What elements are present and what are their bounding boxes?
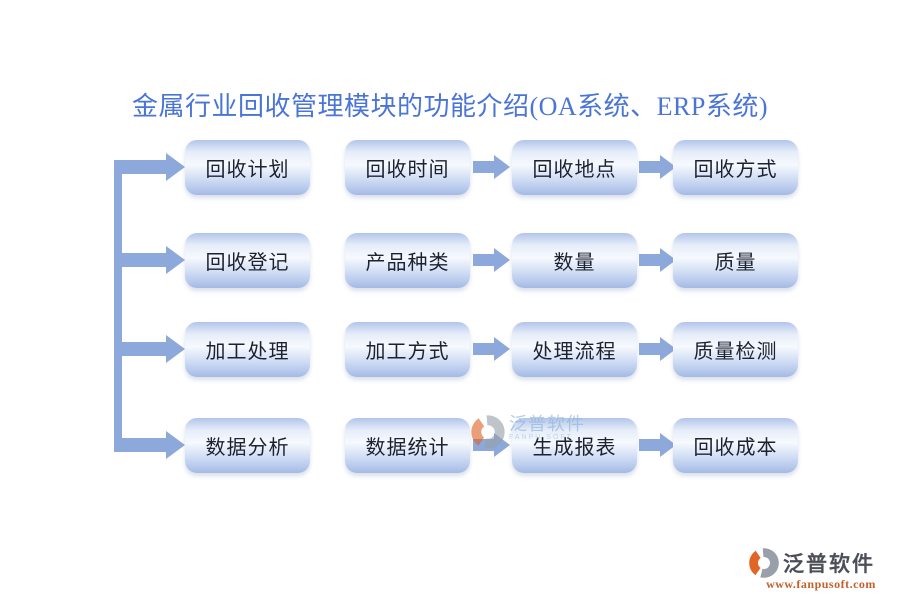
arrow-head-icon	[166, 153, 185, 181]
arrow-shaft	[473, 439, 494, 451]
box-row3-step3: 质量检测	[673, 322, 798, 377]
arrow-head-icon	[494, 248, 510, 272]
box-row3-step2: 处理流程	[512, 322, 637, 377]
arrow-shaft	[639, 343, 660, 355]
arrow-head-icon	[660, 155, 676, 179]
flow-arrow-row4-1	[473, 433, 510, 457]
arrow-head-icon	[494, 337, 510, 361]
arrow-head-icon	[660, 337, 676, 361]
box-row1-step3: 回收方式	[673, 140, 798, 195]
box-row4-step2: 生成报表	[512, 418, 637, 473]
arrow-shaft	[114, 342, 166, 356]
box-row2-category: 回收登记	[185, 233, 310, 288]
arrow-shaft	[639, 161, 660, 173]
arrow-head-icon	[494, 155, 510, 179]
arrow-shaft	[114, 160, 166, 174]
arrow-head-icon	[660, 248, 676, 272]
flow-arrow-row4-2	[639, 433, 676, 457]
arrow-shaft	[473, 343, 494, 355]
footer-logo-block: 泛普软件 www.fanpusoft.com	[748, 547, 894, 592]
flow-arrow-row2-2	[639, 248, 676, 272]
flow-arrow-row2-1	[473, 248, 510, 272]
arrow-shaft	[114, 438, 166, 452]
box-row3-step1: 加工方式	[345, 322, 470, 377]
box-row2-step2: 数量	[512, 233, 637, 288]
arrow-head-icon	[166, 246, 185, 274]
arrow-head-icon	[494, 433, 510, 457]
arrow-shaft	[639, 439, 660, 451]
arrow-head-icon	[166, 335, 185, 363]
box-row3-category: 加工处理	[185, 322, 310, 377]
arrow-shaft	[639, 254, 660, 266]
flow-arrow-row1-1	[473, 155, 510, 179]
branch-arrow-row2	[114, 246, 185, 274]
arrow-shaft	[473, 254, 494, 266]
box-row1-category: 回收计划	[185, 140, 310, 195]
footer-brand: 泛普软件	[783, 552, 875, 576]
box-row2-step1: 产品种类	[345, 233, 470, 288]
connector-vertical-line	[114, 160, 122, 452]
arrow-head-icon	[660, 433, 676, 457]
box-row1-step1: 回收时间	[345, 140, 470, 195]
flow-arrow-row3-2	[639, 337, 676, 361]
page-title: 金属行业回收管理模块的功能介绍(OA系统、ERP系统)	[131, 92, 769, 121]
flow-arrow-row3-1	[473, 337, 510, 361]
box-row4-step1: 数据统计	[345, 418, 470, 473]
arrow-shaft	[473, 161, 494, 173]
footer-url: www.fanpusoft.com	[766, 577, 876, 591]
branch-arrow-row3	[114, 335, 185, 363]
box-row1-step2: 回收地点	[512, 140, 637, 195]
arrow-shaft	[114, 253, 166, 267]
branch-arrow-row1	[114, 153, 185, 181]
branch-arrow-row4	[114, 431, 185, 459]
box-row2-step3: 质量	[673, 233, 798, 288]
flow-arrow-row1-2	[639, 155, 676, 179]
box-row4-category: 数据分析	[185, 418, 310, 473]
fanpu-logo-icon	[748, 547, 780, 579]
arrow-head-icon	[166, 431, 185, 459]
box-row4-step3: 回收成本	[673, 418, 798, 473]
